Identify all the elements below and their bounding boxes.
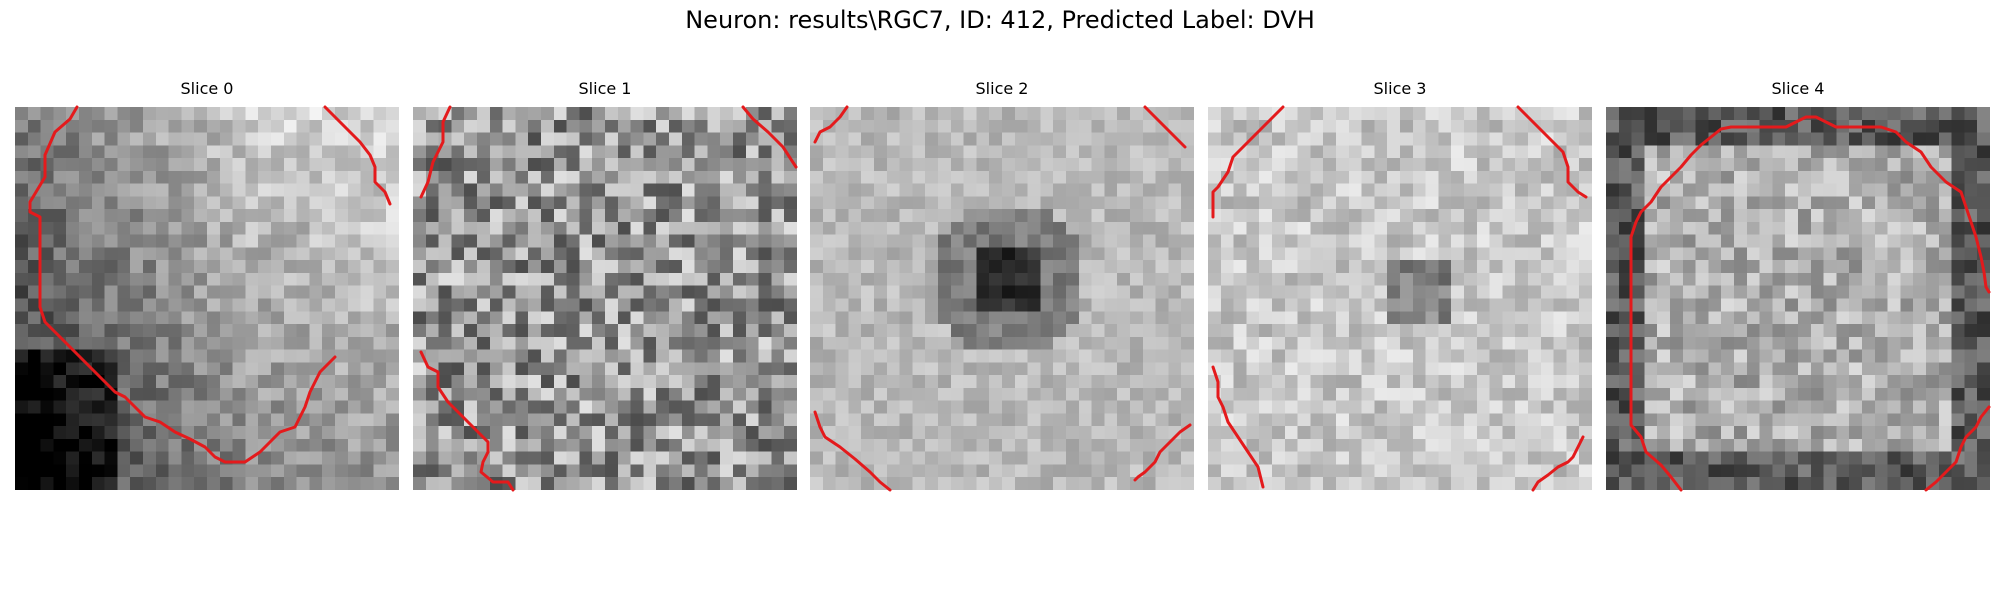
slice-image xyxy=(413,107,797,490)
slice-image xyxy=(810,107,1194,490)
slice-title: Slice 3 xyxy=(1373,79,1427,98)
figure-title: Neuron: results\RGC7, ID: 412, Predicted… xyxy=(685,6,1315,34)
slice-panel-3: Slice 3 xyxy=(1208,79,1592,492)
slice-title: Slice 0 xyxy=(180,79,234,98)
roi-contour xyxy=(1629,115,1991,492)
slice-title: Slice 2 xyxy=(975,79,1029,98)
slice-image xyxy=(1606,107,1990,490)
roi-contour xyxy=(1211,105,1588,492)
roi-contour xyxy=(813,105,1192,492)
slice-panel-0: Slice 0 xyxy=(15,79,399,490)
slice-panel-2: Slice 2 xyxy=(810,79,1194,492)
roi-contour xyxy=(419,105,798,492)
slice-image xyxy=(1208,107,1592,490)
roi-contour xyxy=(28,105,392,464)
slice-panel-1: Slice 1 xyxy=(413,79,798,492)
slice-title: Slice 4 xyxy=(1771,79,1825,98)
slice-panel-4: Slice 4 xyxy=(1606,79,1991,492)
slice-image xyxy=(15,107,399,490)
slice-title: Slice 1 xyxy=(578,79,632,98)
